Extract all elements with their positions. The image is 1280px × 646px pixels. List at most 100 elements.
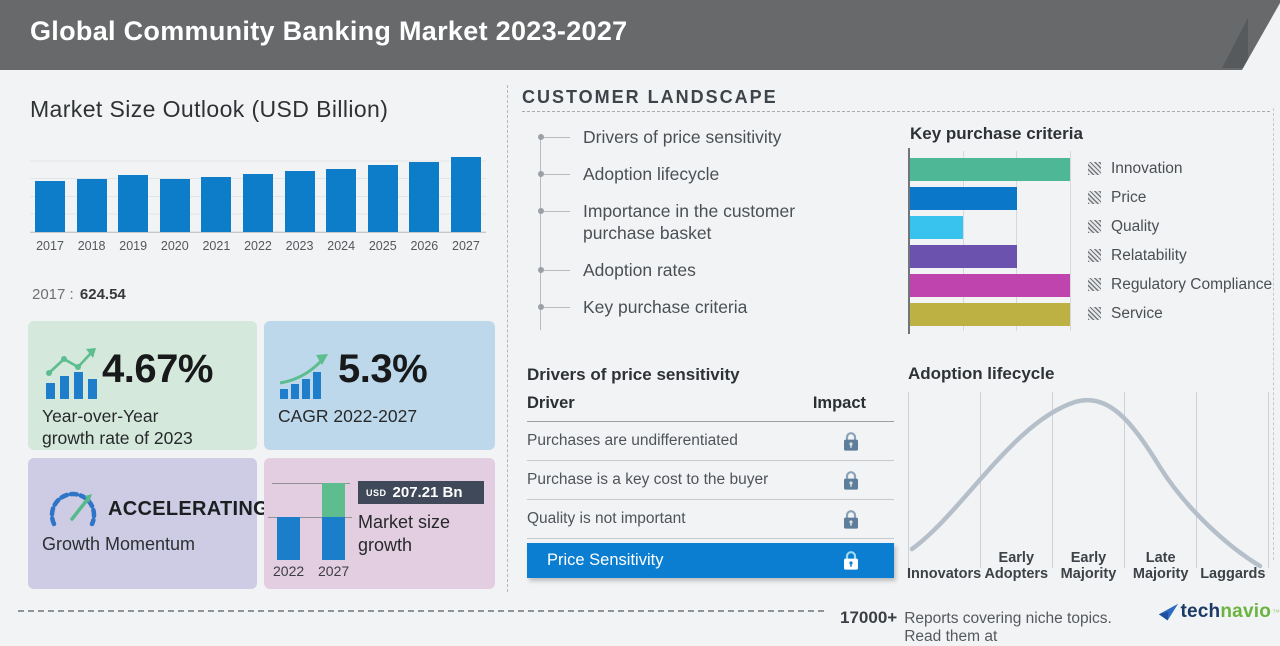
page-title: Global Community Banking Market 2023-202…: [30, 16, 627, 47]
mini-bar-year-label: 2027: [318, 563, 349, 579]
driver-row: Purchase is a key cost to the buyer: [527, 461, 894, 500]
legend-item: Quality: [1088, 215, 1272, 238]
connector-line: [544, 307, 570, 308]
cagr-card: 5.3% CAGR 2022-2027: [264, 321, 495, 450]
currency-label: USD: [366, 488, 387, 498]
cagr-label: CAGR 2022-2027: [278, 405, 417, 427]
growth-amount-badge: USD 207.21 Bn: [358, 481, 484, 504]
legend-swatch-icon: [1088, 249, 1101, 262]
legend-item: Innovation: [1088, 157, 1272, 180]
price-sensitivity-rows: Purchases are undifferentiated Purchase …: [527, 422, 894, 539]
gridline: [1070, 151, 1071, 331]
legend-label: Price: [1111, 189, 1146, 207]
landscape-item: Drivers of price sensitivity: [538, 126, 868, 149]
adoption-lifecycle-heading: Adoption lifecycle: [908, 364, 1054, 384]
landscape-item-label: Key purchase criteria: [570, 296, 747, 319]
market-growth-card: 2022 2027 USD 207.21 Bn Market size grow…: [264, 458, 495, 589]
landscape-item: Importance in the customer purchase bask…: [538, 200, 868, 246]
growth-momentum-card: ACCELERATING Growth Momentum: [28, 458, 257, 589]
base-year-number: 624.54: [80, 286, 126, 303]
report-count: 17000+: [840, 608, 897, 628]
highlight-label: Price Sensitivity: [547, 551, 663, 570]
base-year-separator: :: [70, 286, 74, 303]
landscape-item-label: Importance in the customer purchase bask…: [570, 200, 820, 246]
market-bar: [368, 165, 398, 232]
customer-landscape-list: Drivers of price sensitivity Adoption lif…: [538, 126, 868, 333]
legend-swatch-icon: [1088, 278, 1101, 291]
purchase-criteria-heading: Key purchase criteria: [910, 124, 1083, 144]
market-outlook-title: Market Size Outlook (USD Billion): [30, 96, 388, 123]
legend-label: Innovation: [1111, 160, 1183, 178]
brand-suffix: navio: [1220, 601, 1271, 623]
column-driver: Driver: [527, 394, 575, 413]
market-year-label: 2026: [409, 239, 439, 253]
market-bar: [285, 171, 315, 232]
base-year-label: 2017: [32, 286, 65, 303]
legend-label: Relatability: [1111, 247, 1187, 265]
connector-line: [544, 270, 570, 271]
lock-icon: [842, 470, 860, 491]
market-bar: [160, 179, 190, 232]
connector-line: [544, 211, 570, 212]
legend-swatch-icon: [1088, 220, 1101, 233]
landscape-item-label: Adoption rates: [570, 259, 696, 282]
legend-swatch-icon: [1088, 191, 1101, 204]
purchase-criteria-legend: Innovation Price Quality Relatability Regula…: [1088, 157, 1272, 331]
price-sensitivity-heading: Drivers of price sensitivity: [527, 365, 740, 385]
driver-row: Purchases are undifferentiated: [527, 422, 894, 461]
legend-swatch-icon: [1088, 307, 1101, 320]
technavio-plane-icon: [1158, 602, 1179, 623]
adoption-segment-label: Early Adopters: [980, 542, 1052, 582]
price-sensitivity-highlight-row: Price Sensitivity: [527, 543, 894, 578]
adoption-segment-label: Late Majority: [1125, 542, 1197, 582]
legend-item: Price: [1088, 186, 1272, 209]
yoy-label: Year-over-Year growth rate of 2023: [42, 405, 193, 450]
growth-label: Market size growth: [358, 511, 450, 558]
mini-bar-year-label: 2022: [273, 563, 304, 579]
dashed-underline: [522, 111, 1270, 112]
criteria-bar: [910, 216, 963, 239]
landscape-item-label: Adoption lifecycle: [570, 163, 719, 186]
driver-label: Purchases are undifferentiated: [527, 432, 738, 450]
bar-chart-trend-icon: [42, 347, 100, 399]
vertical-divider: [507, 85, 508, 592]
base-year-value: 2017 : 624.54: [32, 286, 126, 303]
driver-label: Purchase is a key cost to the buyer: [527, 471, 768, 489]
market-year-label: 2027: [451, 239, 481, 253]
market-bar: [451, 157, 481, 232]
table-header-row: Driver Impact: [527, 394, 894, 422]
growth-bars-arrow-icon: [278, 353, 334, 399]
market-year-label: 2023: [285, 239, 315, 253]
footer-dashed-line: [18, 610, 824, 612]
adoption-segment-label: Laggards: [1197, 542, 1269, 582]
legend-item: Service: [1088, 302, 1272, 325]
market-year-label: 2018: [77, 239, 107, 253]
market-bar: [409, 162, 439, 233]
market-year-label: 2017: [35, 239, 65, 253]
landscape-item: Key purchase criteria: [538, 296, 868, 319]
criteria-bar: [910, 303, 1070, 326]
mini-bar-2022: [277, 517, 300, 560]
mini-bar-2027: [322, 517, 345, 560]
legend-label: Service: [1111, 305, 1163, 323]
yoy-value: 4.67%: [102, 347, 213, 392]
market-bar: [118, 175, 148, 232]
speedometer-icon: [46, 486, 100, 530]
brand-prefix: tech: [1181, 601, 1221, 623]
mini-bar-2027-growth: [322, 483, 345, 517]
market-bar: [201, 177, 231, 232]
page-fold-shadow: [1222, 18, 1248, 68]
purchase-criteria-bars: [910, 158, 1070, 332]
legend-label: Quality: [1111, 218, 1159, 236]
legend-swatch-icon: [1088, 162, 1101, 175]
legend-item: Relatability: [1088, 244, 1272, 267]
momentum-label: Growth Momentum: [42, 534, 195, 555]
purchase-criteria-chart: [908, 148, 1072, 334]
legend-label: Regulatory Compliance: [1111, 276, 1272, 294]
trademark-mark: ™: [1272, 608, 1280, 617]
price-sensitivity-table: Driver Impact Purchases are undifferenti…: [527, 394, 894, 578]
growth-amount: 207.21 Bn: [393, 484, 463, 501]
